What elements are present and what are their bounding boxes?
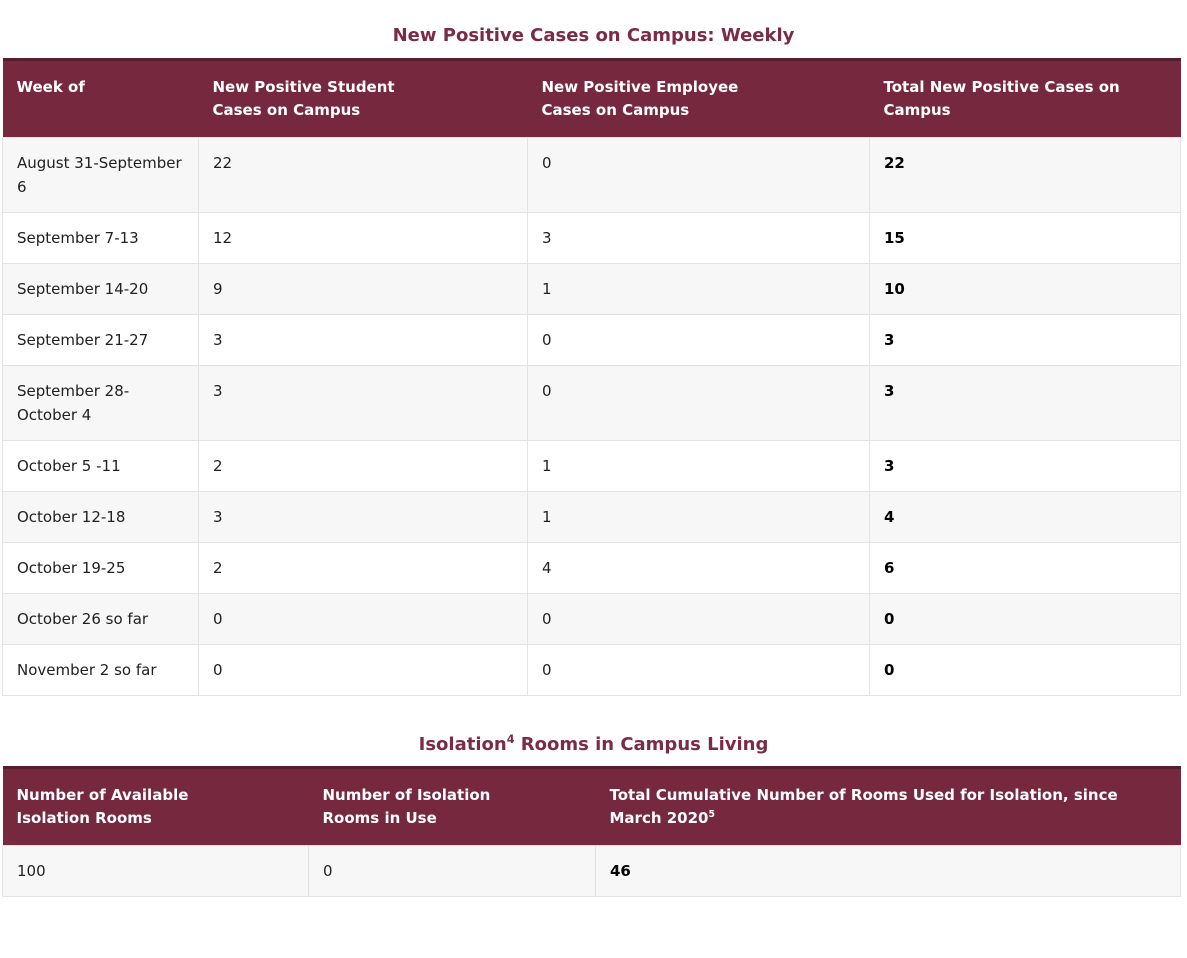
employee-cases-cell: 0 bbox=[527, 644, 870, 696]
week-cell: September 21-27 bbox=[2, 314, 199, 366]
employee-cases-cell: 0 bbox=[527, 365, 870, 441]
page: New Positive Cases on Campus: Weekly Wee… bbox=[0, 25, 1187, 897]
week-cell: October 12-18 bbox=[2, 491, 199, 543]
total-cases-cell: 15 bbox=[869, 212, 1181, 264]
student-cases-cell: 0 bbox=[198, 644, 528, 696]
total-cases-cell: 3 bbox=[869, 365, 1181, 441]
student-cases-cell: 3 bbox=[198, 365, 528, 441]
col-header-available-rooms-label: Number of Available Isolation Rooms bbox=[16, 786, 189, 827]
week-cell: November 2 so far bbox=[2, 644, 199, 696]
table-row: October 5 -11 2 1 3 bbox=[2, 440, 1181, 492]
col-header-available-rooms: Number of Available Isolation Rooms bbox=[2, 767, 309, 846]
table-row: October 12-18 3 1 4 bbox=[2, 491, 1181, 543]
table-row: November 2 so far 0 0 0 bbox=[2, 644, 1181, 696]
table-row: October 26 so far 0 0 0 bbox=[2, 593, 1181, 645]
student-cases-cell: 3 bbox=[198, 314, 528, 366]
weekly-cases-title: New Positive Cases on Campus: Weekly bbox=[392, 25, 795, 46]
total-cases-cell: 6 bbox=[869, 542, 1181, 594]
table-row: September 7-13 12 3 15 bbox=[2, 212, 1181, 264]
rooms-in-use-cell: 0 bbox=[308, 845, 596, 897]
cumulative-rooms-cell: 46 bbox=[595, 845, 1181, 897]
available-rooms-cell: 100 bbox=[2, 845, 309, 897]
col-header-employee-cases-label: New Positive Employee Cases on Campus bbox=[541, 78, 739, 119]
total-cases-cell: 0 bbox=[869, 593, 1181, 645]
total-cases-cell: 4 bbox=[869, 491, 1181, 543]
student-cases-cell: 2 bbox=[198, 542, 528, 594]
header-row: Week of New Positive Student Cases on Ca… bbox=[2, 59, 1181, 138]
employee-cases-cell: 0 bbox=[527, 137, 870, 213]
table-row: September 21-27 3 0 3 bbox=[2, 314, 1181, 366]
week-cell: September 7-13 bbox=[2, 212, 199, 264]
week-cell: September 14-20 bbox=[2, 263, 199, 315]
isolation-rooms-title: Isolation4 Rooms in Campus Living bbox=[0, 734, 1187, 755]
employee-cases-cell: 1 bbox=[527, 263, 870, 315]
col-header-week: Week of bbox=[2, 59, 199, 138]
col-header-total-cases-label: Total New Positive Cases on Campus bbox=[883, 78, 1120, 119]
week-cell: October 19-25 bbox=[2, 542, 199, 594]
table-row: September 14-20 9 1 10 bbox=[2, 263, 1181, 315]
col-header-rooms-in-use: Number of Isolation Rooms in Use bbox=[308, 767, 596, 846]
col-header-employee-cases: New Positive Employee Cases on Campus bbox=[527, 59, 870, 138]
student-cases-cell: 9 bbox=[198, 263, 528, 315]
weekly-cases-table: Week of New Positive Student Cases on Ca… bbox=[2, 58, 1181, 696]
week-cell: August 31-September 6 bbox=[2, 137, 199, 213]
employee-cases-cell: 0 bbox=[527, 314, 870, 366]
footnote-ref-4: 4 bbox=[506, 733, 515, 746]
col-header-total-cases: Total New Positive Cases on Campus bbox=[869, 59, 1181, 138]
week-cell: October 26 so far bbox=[2, 593, 199, 645]
weekly-table-header: Week of New Positive Student Cases on Ca… bbox=[2, 59, 1181, 138]
table-row: 100 0 46 bbox=[2, 845, 1181, 897]
student-cases-cell: 0 bbox=[198, 593, 528, 645]
col-header-student-cases-label: New Positive Student Cases on Campus bbox=[212, 78, 395, 119]
isolation-title-text-suffix: Rooms in Campus Living bbox=[514, 734, 769, 755]
isolation-rooms-table: Number of Available Isolation Rooms Numb… bbox=[2, 766, 1181, 897]
footnote-ref-5: 5 bbox=[708, 808, 715, 820]
col-header-week-label: Week of bbox=[16, 78, 85, 96]
employee-cases-cell: 1 bbox=[527, 491, 870, 543]
table-row: September 28-October 4 3 0 3 bbox=[2, 365, 1181, 441]
total-cases-cell: 22 bbox=[869, 137, 1181, 213]
student-cases-cell: 3 bbox=[198, 491, 528, 543]
col-header-cumulative-rooms-label: Total Cumulative Number of Rooms Used fo… bbox=[610, 784, 1120, 829]
isolation-table-body: 100 0 46 bbox=[2, 845, 1181, 897]
student-cases-cell: 2 bbox=[198, 440, 528, 492]
cumulative-rooms-label-text: Total Cumulative Number of Rooms Used fo… bbox=[609, 786, 1118, 827]
total-cases-cell: 10 bbox=[869, 263, 1181, 315]
week-cell: September 28-October 4 bbox=[2, 365, 199, 441]
employee-cases-cell: 0 bbox=[527, 593, 870, 645]
student-cases-cell: 22 bbox=[198, 137, 528, 213]
employee-cases-cell: 4 bbox=[527, 542, 870, 594]
total-cases-cell: 0 bbox=[869, 644, 1181, 696]
total-cases-cell: 3 bbox=[869, 314, 1181, 366]
header-row: Number of Available Isolation Rooms Numb… bbox=[2, 767, 1181, 846]
table-row: August 31-September 6 22 0 22 bbox=[2, 137, 1181, 213]
student-cases-cell: 12 bbox=[198, 212, 528, 264]
isolation-table-header: Number of Available Isolation Rooms Numb… bbox=[2, 767, 1181, 846]
col-header-cumulative-rooms: Total Cumulative Number of Rooms Used fo… bbox=[595, 767, 1181, 846]
isolation-title-text: Isolation bbox=[418, 734, 507, 755]
employee-cases-cell: 3 bbox=[527, 212, 870, 264]
total-cases-cell: 3 bbox=[869, 440, 1181, 492]
week-cell: October 5 -11 bbox=[2, 440, 199, 492]
employee-cases-cell: 1 bbox=[527, 440, 870, 492]
col-header-rooms-in-use-label: Number of Isolation Rooms in Use bbox=[322, 786, 491, 827]
weekly-table-body: August 31-September 6 22 0 22 September … bbox=[2, 137, 1181, 696]
col-header-student-cases: New Positive Student Cases on Campus bbox=[198, 59, 528, 138]
table-row: October 19-25 2 4 6 bbox=[2, 542, 1181, 594]
